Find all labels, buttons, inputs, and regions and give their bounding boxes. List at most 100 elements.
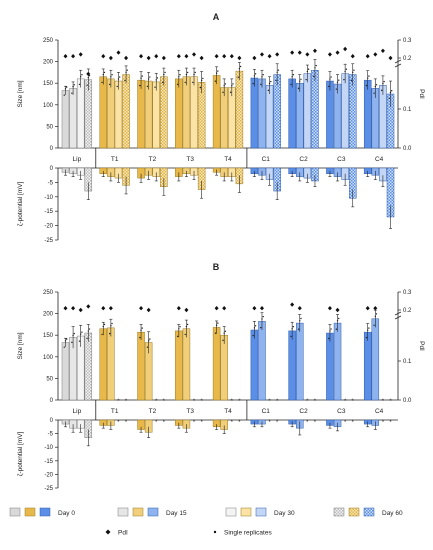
replicate-dot bbox=[71, 341, 73, 344]
missing-marker: * bbox=[314, 420, 317, 426]
replicate-dot bbox=[276, 71, 278, 74]
size-bar bbox=[235, 70, 244, 149]
replicate-dot bbox=[111, 322, 113, 325]
category-label: T2 bbox=[149, 408, 157, 415]
replicate-dot bbox=[103, 71, 106, 74]
pdi-marker bbox=[86, 71, 91, 77]
replicate-dot bbox=[102, 73, 104, 76]
replicate-dot bbox=[78, 340, 81, 342]
size-bar bbox=[84, 332, 93, 401]
category-label: C1 bbox=[262, 156, 271, 163]
replicate-dot bbox=[335, 328, 338, 330]
pdi-tick-label: 0.3 bbox=[403, 290, 412, 296]
replicate-dot bbox=[253, 75, 256, 77]
missing-marker: * bbox=[344, 399, 347, 405]
size-bar bbox=[175, 330, 183, 401]
replicate-dot bbox=[154, 86, 156, 88]
replicate-dot bbox=[176, 83, 179, 86]
replicate-dot bbox=[200, 79, 203, 82]
replicate-dot bbox=[229, 91, 232, 94]
replicate-dot bbox=[335, 88, 338, 90]
replicate-dot bbox=[365, 336, 368, 339]
replicate-dot bbox=[63, 346, 65, 348]
pdi-marker bbox=[365, 306, 370, 311]
missing-marker: * bbox=[389, 420, 392, 426]
replicate-dot bbox=[290, 83, 292, 86]
replicate-dot bbox=[217, 322, 219, 324]
missing-marker: * bbox=[200, 399, 203, 405]
replicate-dot bbox=[156, 77, 159, 79]
replicate-dot bbox=[111, 74, 113, 76]
replicate-dot bbox=[367, 77, 369, 79]
replicate-dot bbox=[261, 76, 263, 78]
replicate-dot bbox=[338, 79, 340, 81]
pdi-marker bbox=[71, 54, 76, 59]
replicate-dot bbox=[126, 69, 128, 71]
replicate-dot bbox=[108, 83, 111, 86]
replicate-dot bbox=[262, 315, 264, 318]
replicate-dot bbox=[270, 80, 272, 83]
replicate-dot bbox=[231, 85, 233, 87]
missing-marker: * bbox=[163, 399, 166, 405]
panel-b: 0 50 100 150 200 250 0.0 0.1 0.2 0.3 0 -5 -10 -15 -20 -… bbox=[17, 290, 425, 492]
zeta-tick-label: -10 bbox=[44, 445, 53, 451]
pdi-tick-label: 0.3 bbox=[403, 38, 412, 44]
replicate-dot bbox=[300, 78, 302, 81]
size-bar bbox=[137, 79, 145, 149]
missing-marker: * bbox=[155, 399, 158, 405]
zeta-tick-label: -15 bbox=[44, 209, 53, 215]
replicate-dot bbox=[388, 97, 391, 100]
legend-swatch bbox=[132, 507, 144, 517]
size-tick-label: 100 bbox=[43, 355, 54, 361]
pdi-marker bbox=[229, 54, 234, 59]
pdi-break bbox=[394, 311, 402, 316]
legend-swatch bbox=[117, 507, 129, 517]
size-bar bbox=[160, 76, 168, 149]
replicate-dot bbox=[176, 335, 179, 338]
pdi-break bbox=[394, 59, 402, 64]
pdi-marker bbox=[86, 304, 91, 309]
size-bar bbox=[107, 327, 115, 401]
size-bar bbox=[258, 321, 266, 401]
size-axis-title: Size [nm] bbox=[17, 80, 24, 107]
pdi-marker bbox=[78, 307, 83, 313]
replicate-dot bbox=[164, 71, 166, 74]
legend-swatch bbox=[240, 507, 252, 517]
size-bar bbox=[144, 80, 153, 149]
legend-pdi-label: PdI bbox=[118, 530, 128, 537]
missing-marker: * bbox=[268, 399, 271, 405]
size-bar bbox=[220, 87, 228, 149]
replicate-dot bbox=[186, 323, 189, 326]
pdi-marker bbox=[108, 306, 113, 311]
panel-a: 0 50 100 150 200 250 0.0 0.1 0.2 0.3 0 -5 -10 -15 -20 -… bbox=[17, 38, 425, 244]
replicate-dot bbox=[374, 85, 377, 88]
size-bar bbox=[114, 80, 123, 149]
replicate-dot bbox=[149, 76, 151, 78]
pdi-marker bbox=[343, 46, 348, 52]
legend-swatch bbox=[225, 507, 237, 517]
replicate-dot bbox=[214, 80, 217, 82]
missing-marker: * bbox=[382, 399, 385, 405]
replicate-dot bbox=[65, 338, 68, 340]
size-bar bbox=[76, 78, 85, 149]
replicate-dot bbox=[146, 346, 149, 348]
size-bar bbox=[182, 76, 191, 149]
replicate-dot bbox=[141, 75, 143, 77]
pdi-marker bbox=[290, 302, 295, 307]
size-tick-label: 0 bbox=[50, 146, 54, 152]
size-bar bbox=[182, 328, 191, 401]
missing-marker: * bbox=[314, 399, 317, 405]
replicate-dot bbox=[103, 323, 106, 326]
replicate-dot bbox=[217, 70, 219, 72]
replicate-dot bbox=[330, 76, 332, 78]
replicate-dot bbox=[292, 326, 295, 328]
panel-b-title: B bbox=[213, 262, 220, 272]
pdi-marker bbox=[139, 54, 144, 59]
replicate-dot bbox=[214, 332, 217, 334]
size-tick-label: 250 bbox=[43, 290, 54, 296]
replicate-dot bbox=[87, 76, 89, 79]
replicate-dot bbox=[253, 327, 256, 329]
size-bar bbox=[250, 329, 259, 401]
replicate-dot bbox=[86, 84, 88, 86]
legend-swatch bbox=[333, 507, 345, 517]
